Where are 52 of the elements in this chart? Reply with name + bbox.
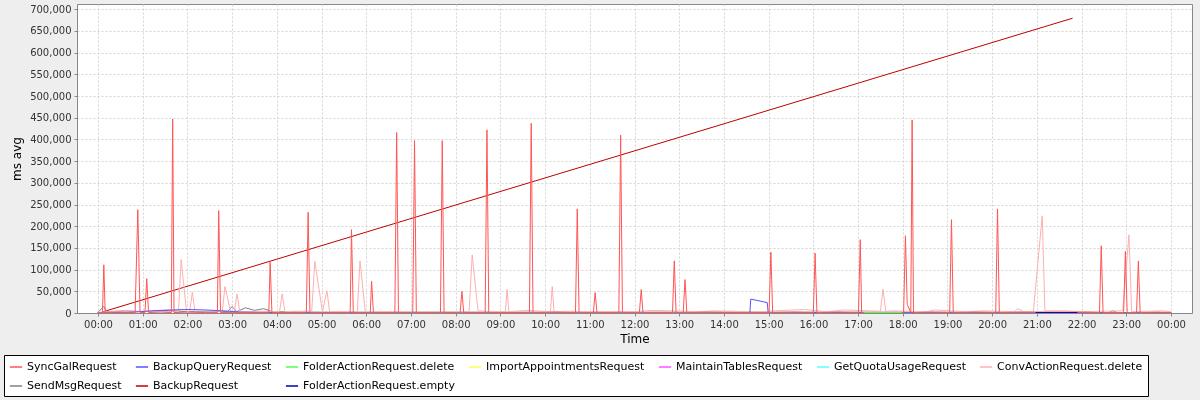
y-tick-label: 400,000 (30, 133, 72, 145)
x-tick-label: 20:00 (978, 318, 1008, 330)
legend-label: ImportAppointmentsRequest (486, 360, 645, 373)
x-tick-label: 22:00 (1067, 318, 1097, 330)
x-tick-label: 08:00 (441, 318, 471, 330)
y-tick-label: 0 (65, 307, 72, 319)
x-tick-label: 23:00 (1112, 318, 1142, 330)
x-tick-label: 07:00 (397, 318, 426, 330)
y-tick-label: 650,000 (30, 25, 72, 37)
legend-label: SyncGalRequest (27, 360, 118, 373)
x-tick-label: 19:00 (933, 318, 963, 330)
legend-label: FolderActionRequest.empty (303, 379, 456, 392)
x-tick-label: 03:00 (218, 318, 248, 330)
x-tick-label: 01:00 (128, 318, 158, 330)
y-tick-label: 150,000 (30, 242, 72, 254)
x-tick-label: 12:00 (620, 318, 650, 330)
x-tick-label: 16:00 (799, 318, 829, 330)
x-tick-label: 21:00 (1022, 318, 1052, 330)
y-tick-label: 250,000 (30, 199, 72, 210)
y-tick-label: 50,000 (36, 285, 72, 297)
y-tick-label: 450,000 (30, 112, 72, 124)
legend-label: SendMsgRequest (27, 379, 123, 392)
y-tick-label: 600,000 (30, 47, 72, 59)
y-tick-label: 550,000 (30, 68, 72, 80)
y-tick-label: 350,000 (30, 155, 72, 167)
x-tick-label: 15:00 (754, 318, 784, 330)
legend-label: MaintainTablesRequest (676, 360, 803, 373)
legend-label: BackupQueryRequest (153, 360, 273, 373)
x-tick-label: 04:00 (262, 318, 292, 330)
x-tick-label: 06:00 (352, 318, 382, 330)
x-tick-label: 11:00 (575, 318, 605, 330)
y-tick-label: 500,000 (30, 90, 72, 102)
x-tick-label: 09:00 (486, 318, 516, 330)
x-tick-label: 17:00 (844, 318, 873, 330)
x-tick-label: 10:00 (531, 318, 560, 330)
y-tick-label: 200,000 (30, 220, 72, 232)
x-tick-label: 00:00 (1157, 318, 1186, 330)
legend-label: ConvActionRequest.delete (997, 360, 1143, 373)
x-tick-label: 14:00 (710, 318, 739, 330)
x-axis-title: Time (619, 331, 650, 346)
x-tick-label: 05:00 (307, 318, 337, 330)
y-tick-label: 300,000 (30, 177, 72, 189)
x-tick-label: 18:00 (888, 318, 918, 330)
legend-label: BackupRequest (153, 379, 239, 392)
x-tick-label: 00:00 (84, 318, 113, 330)
x-tick-label: 13:00 (665, 318, 695, 330)
y-tick-label: 700,000 (30, 3, 72, 15)
y-axis-title: ms avg (10, 137, 25, 181)
legend-label: GetQuotaUsageRequest (834, 360, 967, 373)
x-tick-label: 02:00 (173, 318, 203, 330)
y-tick-label: 100,000 (30, 264, 72, 276)
legend-label: FolderActionRequest.delete (303, 360, 455, 373)
